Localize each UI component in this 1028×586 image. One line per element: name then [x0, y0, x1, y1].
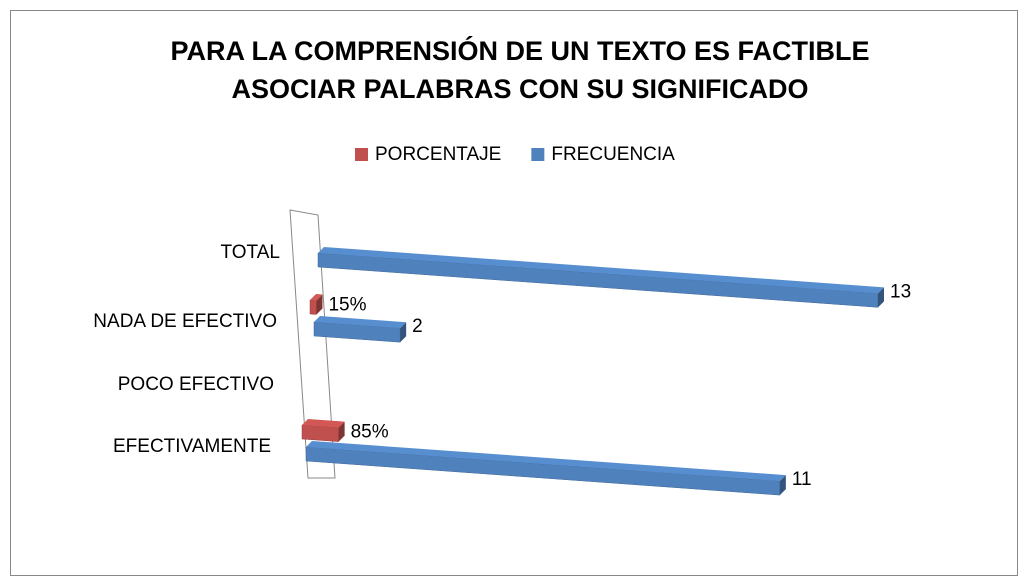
legend-swatch — [355, 148, 368, 161]
chart-title: PARA LA COMPRENSIÓN DE UN TEXTO ES FACTI… — [170, 35, 869, 66]
bar-side — [338, 421, 345, 442]
data-label: 15% — [328, 294, 366, 315]
legend-swatch — [531, 148, 545, 161]
chart-title: ASOCIAR PALABRAS CON SU SIGNIFICADO — [231, 74, 808, 104]
bar-side — [400, 322, 407, 343]
back-wall — [289, 209, 336, 479]
bar-side — [878, 287, 884, 308]
y-tick-label: NADA DE EFECTIVO — [93, 311, 277, 332]
data-label: 13 — [890, 281, 911, 302]
bar-top — [302, 419, 345, 428]
y-tick-label: TOTAL — [221, 242, 280, 263]
bar-side — [316, 294, 323, 315]
data-label: 2 — [412, 316, 423, 337]
data-label: 85% — [351, 422, 389, 443]
legend-label: PORCENTAJE — [375, 144, 501, 165]
bar-side — [779, 475, 786, 496]
bar-top — [310, 294, 323, 301]
data-label: 11 — [792, 469, 812, 490]
bar-top — [314, 316, 407, 329]
bar — [309, 299, 317, 315]
bar — [301, 424, 339, 442]
y-tick-label: POCO EFECTIVO — [118, 374, 274, 395]
legend-label: FRECUENCIA — [551, 144, 675, 165]
y-tick-label: EFECTIVAMENTE — [113, 436, 271, 457]
bar-top — [318, 247, 884, 294]
legend: PORCENTAJE FRECUENCIA — [355, 144, 675, 165]
bar-top — [306, 441, 786, 482]
